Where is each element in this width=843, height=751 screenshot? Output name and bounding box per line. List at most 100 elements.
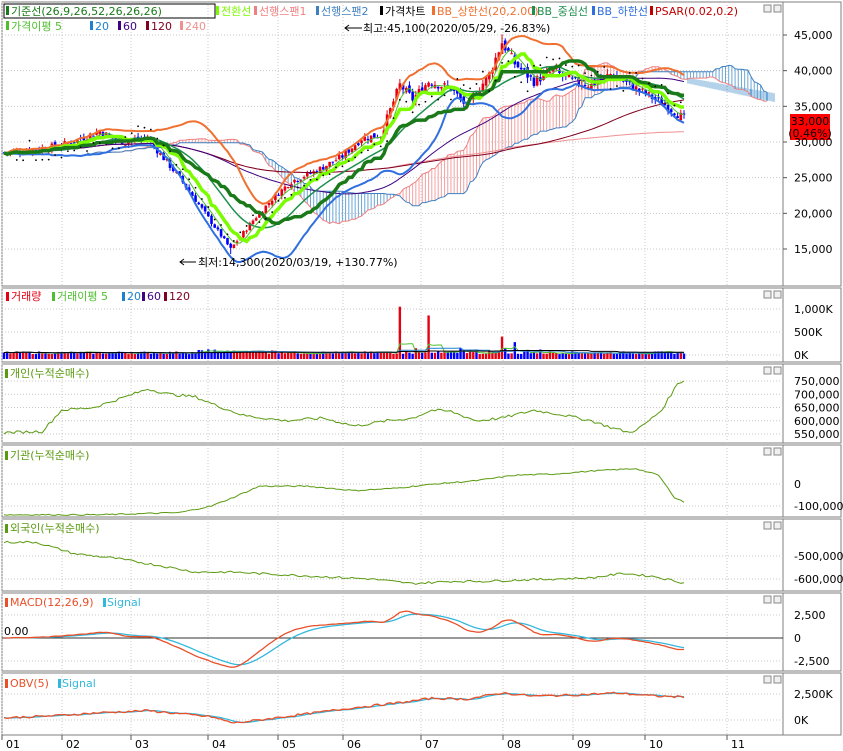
macd-signal-line xyxy=(4,613,685,666)
minimize-button[interactable] xyxy=(763,675,772,684)
candle[interactable] xyxy=(280,188,284,200)
close-button[interactable] xyxy=(773,595,782,604)
candle[interactable] xyxy=(532,74,536,88)
candle[interactable] xyxy=(277,192,280,197)
candle[interactable] xyxy=(251,219,255,225)
volume-panel[interactable] xyxy=(2,306,686,359)
minimize-button[interactable] xyxy=(763,521,772,530)
ma-legend-item: 120 xyxy=(151,20,172,33)
candle[interactable] xyxy=(210,214,213,227)
candle[interactable] xyxy=(360,139,363,147)
psar-dot xyxy=(264,217,267,220)
legend-item: 기준선(26,9,26,52,26,26,26) xyxy=(11,5,162,18)
candle[interactable] xyxy=(213,223,217,229)
candle[interactable] xyxy=(331,161,335,166)
candle-body xyxy=(663,102,667,106)
candle[interactable] xyxy=(293,179,296,184)
close-button[interactable] xyxy=(773,366,782,375)
investor-panel[interactable] xyxy=(3,380,685,435)
candle[interactable] xyxy=(264,205,268,215)
ma-legend-swatch xyxy=(6,21,9,30)
candle[interactable] xyxy=(242,230,245,238)
candle[interactable] xyxy=(363,133,367,142)
candle-body xyxy=(427,82,430,87)
candle[interactable] xyxy=(516,60,520,69)
macd-legend-text: MACD(12,26,9) xyxy=(10,596,94,609)
foreign-panel[interactable] xyxy=(3,540,685,585)
volume-bar xyxy=(641,353,644,359)
candle[interactable] xyxy=(296,180,300,183)
close-button[interactable] xyxy=(773,290,782,299)
volume-bar xyxy=(532,352,536,359)
candle[interactable] xyxy=(197,201,201,205)
candle[interactable] xyxy=(628,81,632,86)
close-button[interactable] xyxy=(773,675,782,684)
candle[interactable] xyxy=(366,135,370,144)
candle[interactable] xyxy=(235,239,239,246)
legend-swatch xyxy=(216,6,219,15)
candle[interactable] xyxy=(232,244,236,249)
minimize-button[interactable] xyxy=(763,290,772,299)
volume-bar xyxy=(306,353,309,359)
volume-bar xyxy=(37,351,41,359)
candle[interactable] xyxy=(427,81,430,88)
candle[interactable] xyxy=(219,228,223,239)
candle[interactable] xyxy=(226,237,229,246)
volume-legend-swatch xyxy=(6,292,9,301)
candle-body xyxy=(535,76,539,86)
x-tick-label: 07 xyxy=(425,738,439,751)
candle[interactable] xyxy=(286,186,290,189)
candle[interactable] xyxy=(222,235,226,239)
institution-tick-label: 0 xyxy=(794,478,801,491)
candle[interactable] xyxy=(679,109,683,122)
candle[interactable] xyxy=(321,164,325,170)
institution-panel[interactable] xyxy=(3,468,685,516)
minimize-button[interactable] xyxy=(763,595,772,604)
volume-bar xyxy=(162,353,165,359)
candle[interactable] xyxy=(302,175,306,181)
macd-panel[interactable] xyxy=(4,610,685,668)
close-button[interactable] xyxy=(773,4,782,13)
minimize-button[interactable] xyxy=(763,4,772,13)
candle[interactable] xyxy=(481,79,485,92)
close-button[interactable] xyxy=(773,447,782,456)
candle[interactable] xyxy=(245,229,248,234)
candle[interactable] xyxy=(529,74,533,81)
candle[interactable] xyxy=(207,211,210,217)
volume-bar xyxy=(92,353,95,359)
volume-bar xyxy=(392,353,395,359)
candle[interactable] xyxy=(229,242,232,254)
psar-dot xyxy=(526,90,529,93)
volume-bar xyxy=(548,351,552,359)
candle[interactable] xyxy=(334,157,338,162)
candle[interactable] xyxy=(200,203,204,210)
candle[interactable] xyxy=(194,192,197,203)
candle[interactable] xyxy=(436,86,440,92)
close-button[interactable] xyxy=(773,521,782,530)
psar-dot xyxy=(609,88,612,90)
volume-bar xyxy=(411,353,414,359)
minimize-button[interactable] xyxy=(763,447,772,456)
candle[interactable] xyxy=(92,135,95,137)
candle[interactable] xyxy=(567,74,571,78)
volume-bar xyxy=(634,353,638,359)
price-panel[interactable] xyxy=(2,34,775,264)
candle[interactable] xyxy=(373,133,376,138)
psar-dot xyxy=(379,145,382,148)
psar-dot xyxy=(137,125,139,128)
candle[interactable] xyxy=(254,216,258,222)
candle[interactable] xyxy=(203,205,207,215)
candle[interactable] xyxy=(535,74,539,87)
candle[interactable] xyxy=(248,221,252,231)
minimize-button[interactable] xyxy=(763,366,772,375)
obv-panel[interactable] xyxy=(3,691,685,724)
candle[interactable] xyxy=(676,112,679,119)
candle[interactable] xyxy=(669,108,673,117)
candle-body xyxy=(334,160,338,162)
psar-dot xyxy=(220,224,222,226)
candle[interactable] xyxy=(283,184,287,193)
candle[interactable] xyxy=(216,225,220,232)
candle[interactable] xyxy=(510,48,513,55)
candle[interactable] xyxy=(191,190,194,197)
